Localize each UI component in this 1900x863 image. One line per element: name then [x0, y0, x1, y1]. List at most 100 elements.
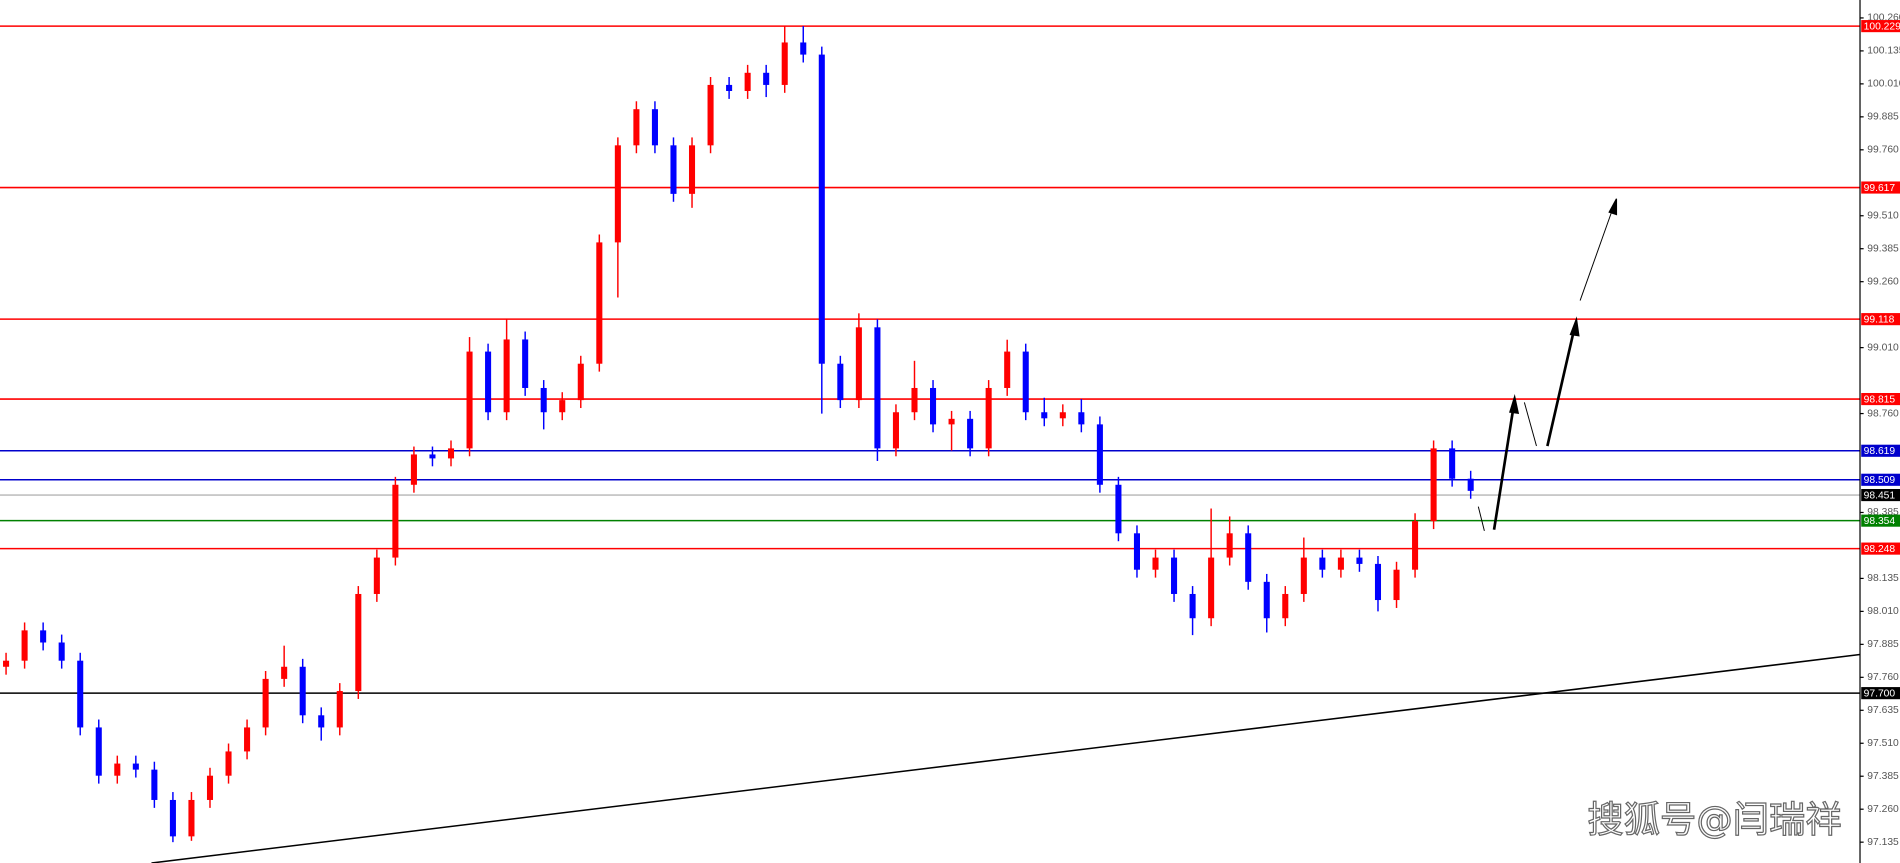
candle-body [707, 84, 714, 146]
candle-body [466, 351, 473, 449]
candle-body [206, 775, 214, 800]
y-tick-label: 98.010 [1867, 606, 1899, 617]
candle-body [892, 412, 899, 449]
level-tag-label: 99.617 [1864, 183, 1896, 194]
candle-body [818, 54, 825, 364]
candle-body [262, 678, 269, 728]
candle-body [392, 484, 399, 558]
candle-body [744, 72, 751, 91]
candle-body [1245, 533, 1252, 582]
candle-body [1356, 557, 1363, 564]
level-tag-label: 98.815 [1864, 394, 1896, 405]
candle-body [596, 242, 603, 364]
candle-body [1430, 448, 1437, 522]
candle-body [1078, 412, 1085, 425]
y-tick-label: 99.510 [1867, 210, 1899, 221]
candle-body [373, 557, 380, 594]
y-tick-label: 97.385 [1867, 771, 1899, 782]
candle-body [1041, 412, 1048, 419]
candle-body [1393, 569, 1400, 601]
candle-body [3, 660, 10, 667]
candle-body [930, 387, 937, 425]
candle-body [1449, 448, 1456, 479]
candle-body [429, 454, 436, 459]
candle-body [855, 327, 862, 401]
candle-body [559, 400, 566, 413]
level-tag-label: 100.229 [1864, 21, 1900, 32]
levels [0, 25, 1861, 694]
y-tick-label: 99.260 [1867, 276, 1899, 287]
level-tag [1861, 392, 1900, 406]
trend-line [151, 653, 1861, 863]
forecast-arrows [1477, 198, 1618, 532]
candle-body [355, 593, 362, 692]
level-tags: 100.229 99.617 99.118 98.815 98.619 98.509 98.… [1861, 20, 1900, 699]
candle-body [614, 145, 621, 243]
y-tick-label: 98.385 [1867, 507, 1899, 518]
y-tick-label: 97.260 [1867, 804, 1899, 815]
price-axis [1860, 0, 1900, 863]
candle-body [244, 727, 251, 752]
y-tick-label: 99.385 [1867, 243, 1899, 254]
candles [3, 26, 1474, 843]
candle-body [522, 339, 529, 388]
candle-body [95, 727, 102, 776]
candle-body [781, 42, 788, 85]
y-tick-label: 100.260 [1867, 13, 1900, 24]
candle-body [336, 691, 343, 728]
candle-body [151, 769, 158, 800]
candle-body [299, 666, 306, 716]
level-tag-label: 98.619 [1864, 446, 1896, 457]
level-tag [1861, 687, 1900, 700]
candle-body [1374, 563, 1382, 601]
candle-body [1189, 593, 1196, 619]
level-tag [1861, 20, 1900, 33]
level-tag [1861, 444, 1900, 457]
candle-body [911, 387, 918, 413]
candle-body [1152, 557, 1159, 570]
candle-body [503, 339, 510, 413]
candle-body [1115, 484, 1122, 534]
level-tag-label: 98.451 [1864, 490, 1896, 501]
candle-body [188, 799, 195, 837]
candle-body [1337, 557, 1344, 570]
y-tick-label: 99.885 [1867, 112, 1899, 123]
candle-body [1467, 478, 1474, 491]
candle-body [485, 351, 492, 413]
level-tag-label: 98.354 [1864, 516, 1896, 527]
level-tag [1861, 181, 1900, 194]
candle-body [169, 799, 176, 837]
candle-body [688, 145, 696, 194]
candle-body [40, 630, 47, 643]
candle-body [1208, 557, 1215, 619]
level-tag [1861, 489, 1900, 502]
candle-body [1004, 351, 1011, 388]
candle-body [318, 715, 325, 728]
y-tick-label: 97.135 [1867, 837, 1899, 848]
candle-body [1226, 533, 1233, 558]
candle-body [948, 418, 955, 425]
candle-body [225, 751, 232, 776]
level-tag [1861, 313, 1900, 326]
candle-body [967, 418, 974, 449]
candle-body [1300, 557, 1307, 594]
candle-body [874, 327, 881, 449]
candle-body [1059, 412, 1066, 419]
level-tag-label: 99.118 [1864, 314, 1895, 325]
candle-body [670, 145, 677, 194]
level-tag [1861, 514, 1900, 527]
level-tag [1861, 542, 1900, 555]
candle-body [1282, 593, 1289, 619]
candle-body [1412, 521, 1419, 570]
candle-body [21, 630, 28, 661]
y-tick-label: 97.885 [1867, 639, 1899, 650]
candle-body [58, 642, 65, 661]
candle-body [77, 660, 84, 728]
y-tick-label: 97.760 [1867, 672, 1899, 683]
candle-body [837, 363, 844, 401]
candle-body [1263, 581, 1270, 619]
level-tag [1861, 473, 1900, 486]
candle-body [985, 387, 992, 449]
axis-labels: 100.260 100.135 100.010 99.885 99.760 99.510 9… [1860, 13, 1900, 848]
